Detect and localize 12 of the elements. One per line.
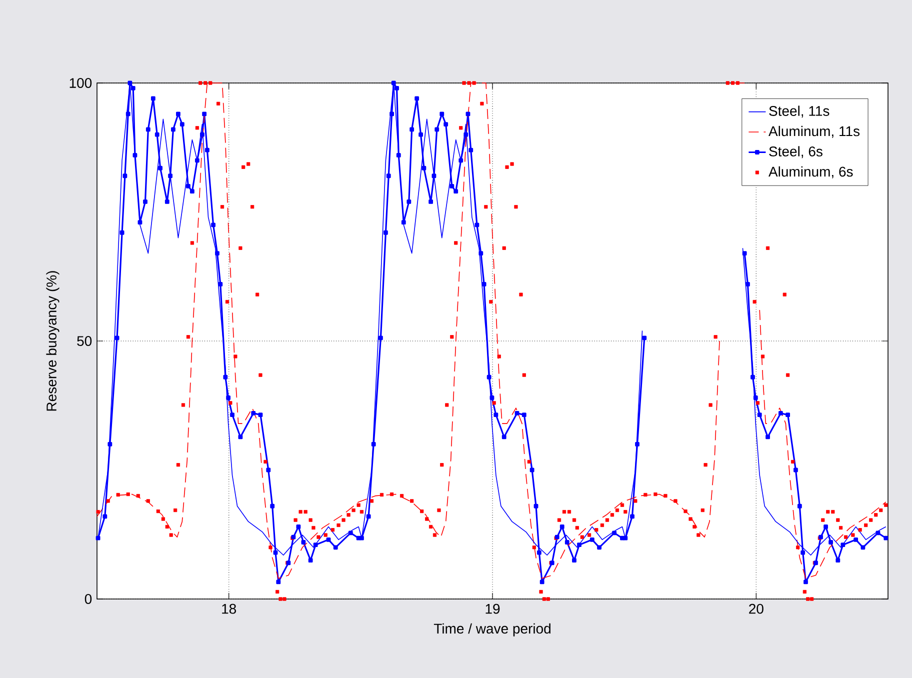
y-tick-label: 100 <box>70 78 92 88</box>
x-tick-label: 18 <box>222 604 236 614</box>
legend-label: Steel, 6s <box>769 146 822 158</box>
legend-label: Steel, 11s <box>769 106 830 118</box>
y-tick-label: 50 <box>77 336 92 346</box>
y-tick-label: 0 <box>84 594 92 604</box>
legend-label: Aluminum, 11s <box>768 126 860 138</box>
legend-label: Aluminum, 6s <box>768 166 853 178</box>
x-tick-label: 19 <box>486 604 500 614</box>
x-axis-title: Time / wave period <box>434 623 550 636</box>
x-tick-label: 20 <box>749 604 764 614</box>
y-axis-title: Reserve buoyancy (%) <box>46 271 60 411</box>
